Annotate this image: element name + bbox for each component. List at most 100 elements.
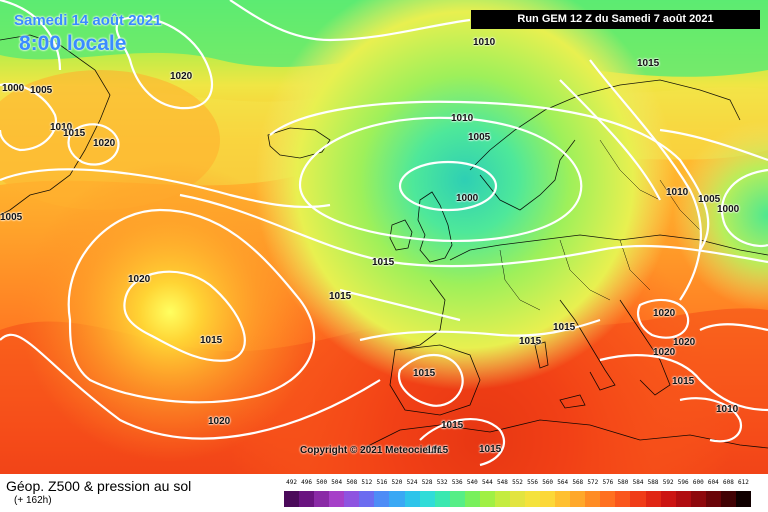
map-canvas bbox=[0, 0, 768, 474]
isobar-label: 1010 bbox=[716, 404, 739, 415]
color-scale-swatch bbox=[404, 491, 420, 507]
isobar-label: 1015 bbox=[372, 257, 395, 268]
forecast-offset-label: (+ 162h) bbox=[14, 495, 52, 506]
isobar-label: 1020 bbox=[653, 347, 676, 358]
copyright-label: Copyright © 2021 Meteociel.fr bbox=[300, 445, 441, 456]
color-scale-label: 580 bbox=[617, 479, 629, 486]
color-scale-swatch bbox=[389, 491, 405, 507]
isobar-label: 1005 bbox=[30, 85, 53, 96]
color-scale-label: 536 bbox=[451, 479, 463, 486]
color-scale-swatch bbox=[690, 491, 706, 507]
color-scale-label: 516 bbox=[376, 479, 388, 486]
color-scale-swatch bbox=[419, 491, 435, 507]
color-scale-swatch bbox=[464, 491, 480, 507]
color-scale-label: 588 bbox=[647, 479, 659, 486]
color-scale-label: 496 bbox=[301, 479, 313, 486]
isobar-label: 1020 bbox=[170, 71, 193, 82]
isobar-label: 1015 bbox=[519, 336, 542, 347]
color-scale-swatch bbox=[299, 491, 315, 507]
color-scale-label: 592 bbox=[662, 479, 674, 486]
color-scale-labels: 492 496 500 504 508 512 516 520 524 528 532 536 540 5… bbox=[284, 477, 751, 489]
isobar-label: 1015 bbox=[553, 322, 576, 333]
color-scale-label: 600 bbox=[692, 479, 704, 486]
isobar-label: 1005 bbox=[698, 194, 721, 205]
color-scale-label: 608 bbox=[722, 479, 734, 486]
color-scale-swatch bbox=[555, 491, 571, 507]
color-scale-swatch bbox=[630, 491, 646, 507]
color-scale-swatch bbox=[494, 491, 510, 507]
color-scale-label: 612 bbox=[738, 479, 749, 486]
color-scale-swatch bbox=[720, 491, 736, 507]
color-scale-label: 512 bbox=[361, 479, 373, 486]
isobar-label: 1020 bbox=[208, 416, 231, 427]
color-scale-swatch bbox=[344, 491, 360, 507]
color-scale-label: 548 bbox=[497, 479, 508, 486]
color-scale-swatch bbox=[570, 491, 586, 507]
color-scale-swatch bbox=[585, 491, 601, 507]
color-scale-label: 604 bbox=[707, 479, 719, 486]
isobar-label: 1020 bbox=[128, 274, 151, 285]
isobar-label: 1015 bbox=[413, 368, 436, 379]
color-scale-swatch bbox=[735, 491, 751, 507]
color-scale-label: 596 bbox=[677, 479, 689, 486]
color-scale-label: 560 bbox=[542, 479, 554, 486]
color-scale-swatch bbox=[660, 491, 676, 507]
isobar-label: 1015 bbox=[63, 128, 86, 139]
isobar-label: 1020 bbox=[673, 337, 696, 348]
color-scale-label: 544 bbox=[481, 479, 493, 486]
color-scale-swatch bbox=[284, 491, 300, 507]
isobar-label: 1015 bbox=[637, 58, 660, 69]
isobar-label: 1010 bbox=[451, 113, 474, 124]
color-scale-label: 552 bbox=[512, 479, 523, 486]
color-scale-swatch bbox=[540, 491, 556, 507]
isobar-label: 1015 bbox=[479, 444, 502, 455]
color-scale-swatch bbox=[434, 491, 450, 507]
color-scale: 492 496 500 504 508 512 516 520 524 528 532 536 540 5… bbox=[284, 477, 751, 508]
legend-footer: Géop. Z500 & pression au sol (+ 162h) 49… bbox=[0, 474, 768, 512]
valid-time-label: 8:00 locale bbox=[19, 32, 127, 55]
color-scale-label: 528 bbox=[421, 479, 433, 486]
isobar-label: 1000 bbox=[2, 83, 25, 94]
color-scale-swatch bbox=[615, 491, 631, 507]
color-scale-label: 572 bbox=[587, 479, 599, 486]
color-scale-label: 556 bbox=[527, 479, 538, 486]
isobar-label: 1015 bbox=[329, 291, 352, 302]
color-scale-label: 524 bbox=[406, 479, 418, 486]
isobar-label: 1000 bbox=[717, 204, 740, 215]
color-scale-label: 564 bbox=[557, 479, 569, 486]
color-scale-swatch bbox=[449, 491, 465, 507]
isobar-label: 1015 bbox=[441, 420, 464, 431]
isobar-label: 1000 bbox=[456, 193, 479, 204]
isobar-label: 1005 bbox=[0, 212, 23, 223]
color-scale-label: 504 bbox=[331, 479, 343, 486]
color-scale-label: 540 bbox=[466, 479, 478, 486]
color-scale-swatch bbox=[374, 491, 390, 507]
isobar-label: 1015 bbox=[426, 445, 449, 456]
isobar-label: 1020 bbox=[93, 138, 116, 149]
color-scale-label: 500 bbox=[316, 479, 328, 486]
color-scale-label: 532 bbox=[436, 479, 448, 486]
isobar-label: 1020 bbox=[653, 308, 676, 319]
color-scale-label: 520 bbox=[391, 479, 403, 486]
color-scale-swatch bbox=[329, 491, 345, 507]
valid-date-label: Samedi 14 août 2021 bbox=[14, 12, 162, 29]
color-scale-label: 492 bbox=[286, 479, 297, 486]
color-scale-swatch bbox=[675, 491, 691, 507]
isobar-label: 1010 bbox=[50, 122, 73, 133]
color-scale-label: 584 bbox=[632, 479, 644, 486]
color-scale-label: 568 bbox=[572, 479, 584, 486]
color-scale-label: 508 bbox=[346, 479, 358, 486]
color-scale-swatch bbox=[525, 491, 541, 507]
isobar-label: 1005 bbox=[468, 132, 491, 143]
color-scale-swatch bbox=[509, 491, 525, 507]
color-scale-swatch bbox=[479, 491, 495, 507]
run-info-banner: Run GEM 12 Z du Samedi 7 août 2021 bbox=[471, 10, 760, 29]
color-scale-swatch bbox=[600, 491, 616, 507]
isobar-label: 1015 bbox=[672, 376, 695, 387]
isobar-label: 1015 bbox=[200, 335, 223, 346]
color-scale-swatches bbox=[284, 491, 751, 507]
weather-map: Samedi 14 août 2021 8:00 locale Run GEM … bbox=[0, 0, 768, 474]
color-scale-swatch bbox=[314, 491, 330, 507]
color-scale-swatch bbox=[645, 491, 661, 507]
isobar-label: 1010 bbox=[473, 37, 496, 48]
